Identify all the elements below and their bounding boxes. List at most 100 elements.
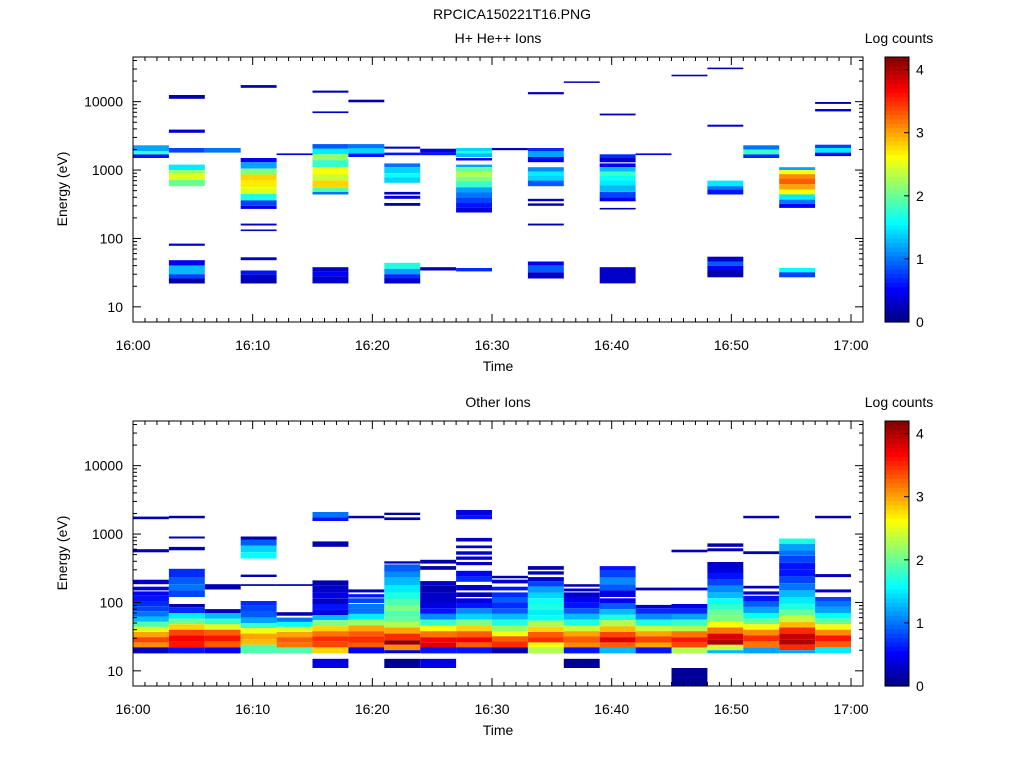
heatmap-cell-p2-c8-b1 xyxy=(420,566,457,570)
heatmap-cell-p1-c1-b9 xyxy=(168,265,205,275)
heatmap-cell-p1-c5-b8 xyxy=(312,180,349,188)
heatmap-cell-p1-c18-b9 xyxy=(779,268,816,273)
colorbar-swatch-2 xyxy=(885,425,909,431)
x-tick-label: 16:00 xyxy=(115,701,150,717)
colorbar-swatch-1 xyxy=(885,299,909,305)
colorbar-swatch-2 xyxy=(885,465,909,471)
heatmap-cell-p1-c3-b12 xyxy=(240,257,277,261)
heatmap-cell-p2-c19-b6 xyxy=(815,613,851,619)
heatmap-cell-p2-c7-b18 xyxy=(384,658,421,668)
heatmap-cell-p2-c5-b14 xyxy=(312,641,349,648)
heatmap-cell-p2-c5-b5 xyxy=(312,592,349,599)
colorbar-swatch-2 xyxy=(885,482,909,488)
y-tick-label: 1000 xyxy=(92,526,123,542)
colorbar-swatch-1 xyxy=(885,163,909,168)
colorbar-tick-label: 4 xyxy=(916,426,924,442)
heatmap-cell-p2-c7-b0 xyxy=(384,512,421,515)
heatmap-cell-p2-c14-b0 xyxy=(635,587,672,591)
heatmap-cell-p2-c7-b11 xyxy=(384,616,421,622)
heatmap-cell-p2-c11-b6 xyxy=(527,598,564,604)
heatmap-cell-p1-c9-b1 xyxy=(456,151,492,154)
heatmap-cell-p1-c4-b0 xyxy=(276,153,313,156)
heatmap-cell-p1-c18-b6 xyxy=(779,194,816,200)
heatmap-cell-p2-c7-b13 xyxy=(384,627,421,634)
colorbar-tick-label: 3 xyxy=(916,125,924,141)
heatmap-cell-p2-c1-b14 xyxy=(168,641,205,648)
heatmap-cell-p2-c3-b9 xyxy=(240,617,277,623)
heatmap-cell-p2-c5-b3 xyxy=(312,580,349,586)
colorbar-tick-label: 0 xyxy=(916,678,924,694)
heatmap-cell-p2-c7-b3 xyxy=(384,564,421,572)
heatmap-cell-p2-c17-b2 xyxy=(743,585,780,589)
colorbar-swatch-2 xyxy=(885,681,909,687)
colorbar-swatch-2 xyxy=(885,478,909,484)
colorbar-tick-label: 1 xyxy=(916,615,924,631)
heatmap-cell-p1-c5-b10 xyxy=(312,191,349,195)
colorbar-swatch-1 xyxy=(885,308,909,314)
heatmap-cell-p2-c1-b2 xyxy=(168,546,205,551)
y-tick-label: 10000 xyxy=(84,458,123,474)
heatmap-cell-p1-c2-b0 xyxy=(204,148,241,153)
heatmap-cell-p2-c1-b1 xyxy=(168,536,205,539)
heatmap-cell-p2-c3-b13 xyxy=(240,639,277,645)
colorbar-swatch-1 xyxy=(885,171,909,177)
heatmap-cell-p1-c5-b1 xyxy=(312,111,349,114)
heatmap-cell-p1-c13-b12 xyxy=(599,267,636,284)
heatmap-cell-p1-c18-b0 xyxy=(779,167,816,170)
heatmap-cell-p1-c16-b1 xyxy=(707,124,744,127)
plot-frame-2 xyxy=(132,420,864,687)
heatmap-cell-p1-c0-b1 xyxy=(133,151,169,155)
heatmap-cell-p2-c3-b12 xyxy=(240,633,277,640)
figure-title: RPCICA150221T16.PNG xyxy=(433,6,591,22)
x-tick-label: 16:20 xyxy=(355,337,390,353)
heatmap-cell-p2-c3-b6 xyxy=(240,601,277,606)
heatmap-cell-p2-c16-b10 xyxy=(707,609,744,616)
colorbar-swatch-1 xyxy=(885,304,909,310)
heatmap-cell-p2-c18-b8 xyxy=(779,590,816,597)
heatmap-cell-p2-c2-b8 xyxy=(204,647,241,654)
heatmap-cell-p2-c5-b15 xyxy=(312,647,349,654)
heatmap-cell-p2-c2-b6 xyxy=(204,635,241,642)
heatmap-cell-p2-c0-b4 xyxy=(133,591,169,596)
heatmap-cell-p2-c14-b7 xyxy=(635,636,672,643)
heatmap-cell-p2-c19-b7 xyxy=(815,618,851,625)
heatmap-cell-p2-c19-b9 xyxy=(815,629,851,636)
heatmap-cell-p2-c7-b6 xyxy=(384,585,421,593)
heatmap-cell-p2-c9-b2 xyxy=(456,537,492,542)
heatmap-cell-p2-c17-b1 xyxy=(743,551,780,555)
colorbar-swatch-1 xyxy=(885,193,909,199)
heatmap-cell-p2-c16-b5 xyxy=(707,579,744,586)
heatmap-cell-p2-c12-b1 xyxy=(563,588,600,592)
heatmap-cell-p2-c12-b10 xyxy=(563,636,600,643)
heatmap-cell-p2-c19-b5 xyxy=(815,606,851,613)
colorbar-swatch-1 xyxy=(885,238,909,244)
heatmap-cell-p1-c9-b14 xyxy=(456,268,492,272)
colorbar-swatch-1 xyxy=(885,295,909,301)
colorbar-swatch-1 xyxy=(885,242,909,248)
heatmap-cell-p2-c18-b7 xyxy=(779,583,816,591)
heatmap-cell-p2-c14-b5 xyxy=(635,625,672,632)
heatmap-cell-p2-c0-b6 xyxy=(133,601,169,607)
heatmap-cell-p1-c5-b0 xyxy=(312,90,349,93)
heatmap-cell-p2-c13-b5 xyxy=(599,598,636,604)
heatmap-cell-p2-c6-b6 xyxy=(348,613,385,620)
colorbar-swatch-2 xyxy=(885,487,909,493)
colorbar-swatch-1 xyxy=(885,260,909,266)
y-tick-label: 10 xyxy=(107,663,123,679)
colorbar-swatch-1 xyxy=(885,70,909,76)
heatmap-cell-p1-c3-b14 xyxy=(240,274,277,279)
heatmap-cell-p2-c18-b10 xyxy=(779,604,816,610)
colorbar-swatch-1 xyxy=(885,57,909,62)
heatmap-cell-p1-c7-b12 xyxy=(384,278,421,284)
x-tick-label: 16:00 xyxy=(115,337,150,353)
heatmap-cell-p1-c7-b0 xyxy=(384,146,421,149)
heatmap-cell-p2-c9-b6 xyxy=(456,562,492,566)
heatmap-cell-p2-c19-b11 xyxy=(815,641,851,648)
colorbar-swatch-2 xyxy=(885,637,909,643)
heatmap-cell-p1-c9-b9 xyxy=(456,187,492,193)
colorbar-swatch-1 xyxy=(885,189,909,195)
heatmap-cell-p2-c15-b5 xyxy=(671,619,708,626)
heatmap-cell-p2-c13-b9 xyxy=(599,620,636,627)
heatmap-cell-p2-c0-b2 xyxy=(133,579,169,585)
heatmap-cell-p2-c0-b5 xyxy=(133,595,169,601)
